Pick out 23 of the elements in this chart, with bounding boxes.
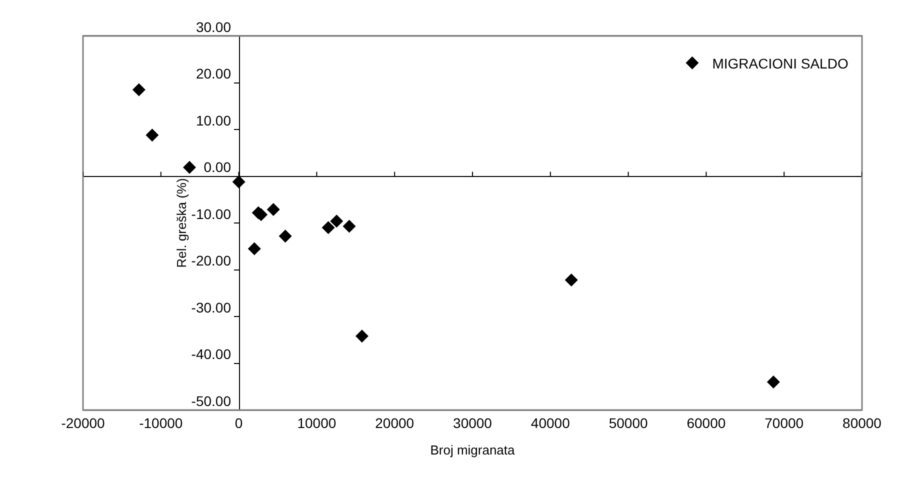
x-tick-label: 20000	[375, 414, 414, 431]
x-axis-title: Broj migranata	[430, 442, 516, 458]
x-tick-label: 70000	[764, 414, 804, 431]
y-axis-title: Rel. greška (%)	[174, 178, 190, 268]
y-tick-label: -30.00	[191, 299, 232, 316]
x-tick-label: 80000	[842, 414, 882, 431]
x-tick-label: 10000	[297, 414, 336, 431]
y-tick-label: 20.00	[196, 66, 232, 82]
y-tick-label: -40.00	[191, 346, 232, 362]
y-tick-label: 30.00	[196, 18, 232, 35]
y-tick-label: -10.00	[191, 206, 232, 222]
x-tick-label: 50000	[608, 414, 648, 431]
y-tick-label: -20.00	[191, 252, 232, 269]
x-tick-label: -20000	[61, 414, 106, 431]
y-tick-label: 0.00	[204, 159, 232, 176]
y-tick-label: -50.00	[191, 392, 232, 409]
x-tick-label: -10000	[139, 414, 183, 431]
x-tick-label: 30000	[453, 414, 492, 431]
x-tick-label: 40000	[530, 414, 570, 431]
legend-label: MIGRACIONI SALDO	[712, 55, 848, 72]
y-tick-label: 10.00	[196, 112, 232, 128]
x-tick-label: 0	[234, 414, 243, 431]
x-tick-label: 60000	[686, 414, 726, 431]
